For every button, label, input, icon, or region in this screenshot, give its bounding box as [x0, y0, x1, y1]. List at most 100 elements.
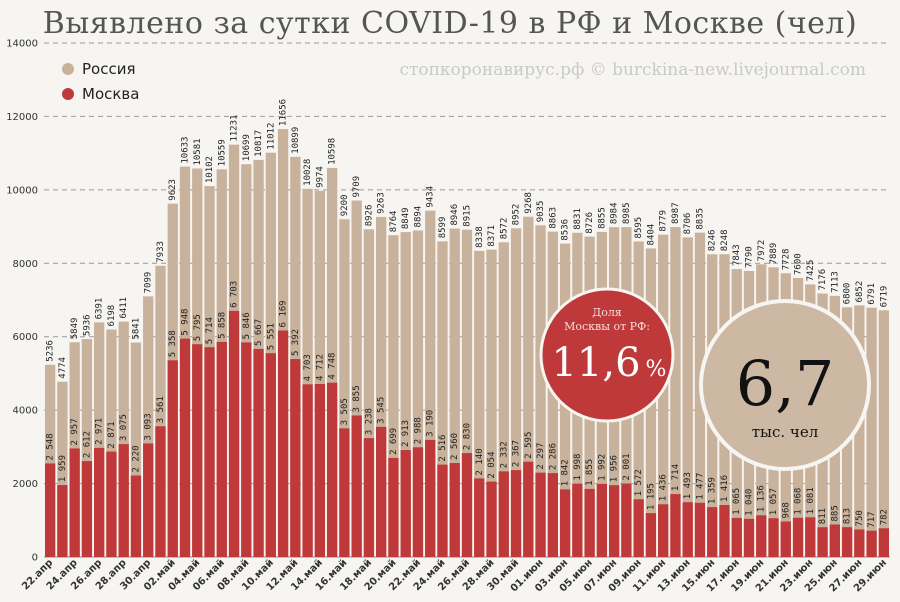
bar-russia [510, 228, 522, 557]
bar-russia [351, 200, 362, 557]
bar-moscow [351, 415, 362, 557]
bar-moscow [535, 472, 546, 557]
data-label-russia: 8371 [487, 225, 497, 247]
bar-russia [437, 241, 448, 557]
data-label-russia: 6791 [867, 283, 877, 305]
bar-moscow [118, 444, 129, 557]
data-label-moscow: 1 855 [585, 459, 595, 486]
data-label-russia: 5841 [131, 318, 141, 340]
bar-moscow [204, 347, 215, 557]
data-label-russia: 8987 [671, 202, 681, 224]
data-label-moscow: 782 [879, 509, 889, 525]
bar-russia [474, 250, 485, 557]
bar-moscow [228, 310, 240, 557]
data-label-russia: 7600 [794, 253, 804, 275]
data-label-russia: 8926 [364, 205, 374, 227]
bar-moscow [486, 481, 497, 557]
data-label-moscow: 1 992 [597, 454, 607, 481]
data-label-moscow: 2 871 [107, 421, 117, 448]
legend: Россия Москва [62, 60, 139, 103]
watermark: стопкоронавирус.рф © burckina-new.livejo… [399, 60, 866, 80]
data-label-moscow: 1 040 [745, 489, 755, 516]
data-label-moscow: 4 703 [303, 354, 313, 381]
bar-russia [363, 229, 375, 558]
bar-russia [523, 216, 534, 557]
data-label-russia: 8599 [438, 217, 448, 239]
bar-russia [314, 190, 326, 558]
bar-moscow [523, 461, 534, 557]
data-label-russia: 8338 [475, 226, 485, 248]
data-label-moscow: 6 703 [230, 281, 240, 308]
bar-moscow [743, 518, 755, 557]
bar-russia [400, 232, 411, 557]
data-label-moscow: 1 998 [573, 454, 583, 481]
bar-russia [535, 225, 546, 557]
data-label-moscow: 1 416 [720, 475, 730, 502]
bar-moscow [155, 426, 166, 557]
bar-russia [130, 342, 142, 557]
bar-moscow [547, 473, 558, 557]
bar-moscow [498, 471, 509, 557]
data-label-russia: 5849 [70, 318, 80, 340]
bar-moscow [143, 443, 154, 557]
bar-moscow [559, 489, 571, 557]
data-label-moscow: 813 [843, 508, 853, 524]
bar-moscow [363, 438, 375, 557]
bar-moscow [400, 450, 411, 557]
data-label-russia: 6411 [119, 297, 129, 319]
data-label-russia: 6198 [107, 305, 117, 327]
data-label-moscow: 1 359 [708, 477, 718, 504]
data-label-moscow: 2 516 [438, 435, 448, 462]
bar-russia [461, 229, 473, 557]
bar-moscow [130, 475, 142, 557]
bar-moscow [805, 517, 816, 557]
share-label: Москвы от РФ: [564, 320, 650, 333]
bar-moscow [658, 504, 669, 557]
total-value: 6,7 [736, 347, 835, 420]
data-label-moscow: 1 068 [794, 488, 804, 515]
data-label-russia: 8984 [610, 202, 620, 224]
data-label-russia: 6800 [843, 283, 853, 305]
bar-moscow [719, 505, 730, 557]
data-label-russia: 10699 [242, 134, 252, 161]
data-label-russia: 8952 [512, 204, 522, 226]
data-label-russia: 8595 [634, 217, 644, 239]
bar-russia [302, 188, 313, 557]
data-label-russia: 10028 [303, 159, 313, 186]
y-tick-label: 8000 [13, 259, 38, 270]
data-label-moscow: 885 [830, 505, 840, 521]
legend-swatch [62, 63, 74, 75]
data-label-moscow: 1 714 [671, 464, 681, 491]
bar-moscow [412, 447, 424, 557]
share-circle [539, 287, 675, 423]
bar-moscow [731, 517, 742, 557]
data-label-russia: 11012 [266, 123, 276, 150]
bar-moscow [167, 360, 178, 557]
data-label-moscow: 3 075 [119, 414, 129, 441]
data-label-moscow: 2 971 [95, 418, 105, 445]
data-label-russia: 9623 [168, 179, 178, 201]
data-label-russia: 8246 [708, 230, 718, 252]
data-label-moscow: 2 140 [475, 448, 485, 475]
bar-russia [670, 227, 681, 558]
bar-moscow [44, 463, 56, 557]
bar-moscow [768, 518, 779, 557]
bar-russia [106, 329, 117, 557]
legend-label: Москва [82, 85, 139, 103]
data-label-moscow: 750 [855, 510, 865, 526]
data-label-russia: 8915 [463, 205, 473, 227]
data-label-russia: 7790 [745, 246, 755, 268]
data-label-moscow: 3 855 [352, 385, 362, 412]
data-label-moscow: 4 748 [328, 353, 338, 380]
bar-russia [143, 296, 154, 557]
bar-russia [425, 210, 436, 557]
data-label-russia: 9709 [352, 176, 362, 198]
bar-russia [155, 265, 166, 557]
data-label-moscow: 2 957 [70, 418, 80, 445]
data-label-moscow: 5 714 [205, 317, 215, 344]
data-label-russia: 11231 [230, 115, 240, 142]
data-label-moscow: 1 136 [757, 485, 767, 512]
data-label-moscow: 5 795 [193, 314, 203, 341]
share-unit: % [646, 357, 667, 382]
bar-moscow [326, 382, 338, 557]
